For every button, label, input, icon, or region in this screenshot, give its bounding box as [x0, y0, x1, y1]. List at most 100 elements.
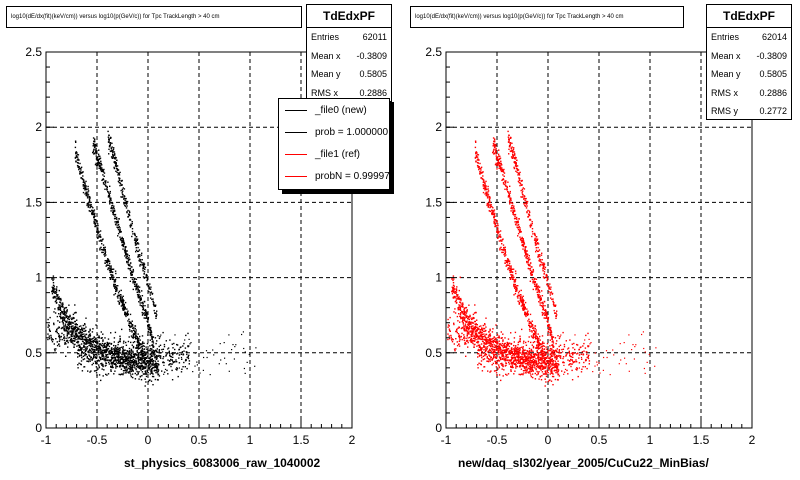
scatter-point [86, 188, 88, 191]
scatter-point [76, 164, 79, 167]
scatter-point [502, 347, 504, 349]
scatter-point [146, 342, 149, 345]
scatter-point [117, 235, 119, 237]
scatter-point [99, 348, 102, 350]
scatter-point [465, 316, 468, 319]
scatter-point [98, 335, 100, 337]
scatter-point [528, 356, 531, 358]
scatter-point [109, 185, 111, 187]
scatter-point [140, 379, 143, 381]
scatter-point [118, 295, 120, 297]
scatter-point [498, 348, 500, 350]
y-tick-label: 1.5 [25, 195, 42, 209]
scatter-point [83, 184, 86, 187]
scatter-point [121, 236, 123, 239]
scatter-point [70, 323, 72, 325]
scatter-point [114, 331, 117, 334]
scatter-point [102, 339, 104, 341]
scatter-point [64, 327, 66, 329]
scatter-point [577, 375, 579, 378]
scatter-point [477, 158, 479, 160]
scatter-point [243, 347, 245, 350]
scatter-point [527, 340, 530, 343]
scatter-point [508, 361, 510, 364]
scatter-point [88, 340, 90, 342]
scatter-point [142, 353, 145, 355]
scatter-point [118, 356, 120, 359]
scatter-point [84, 186, 86, 188]
scatter-point [62, 303, 64, 305]
scatter-point [67, 331, 70, 333]
scatter-point [98, 374, 101, 376]
scatter-point [121, 184, 123, 186]
scatter-point [136, 374, 138, 376]
scatter-point [548, 360, 550, 362]
scatter-point [456, 344, 459, 347]
scatter-point [129, 359, 132, 362]
scatter-point [143, 345, 145, 347]
scatter-point [155, 317, 157, 319]
scatter-point [131, 369, 134, 372]
scatter-point [587, 332, 589, 335]
scatter-point [139, 359, 142, 361]
scatter-point [473, 327, 476, 329]
scatter-point [77, 154, 80, 156]
scatter-point [156, 348, 158, 350]
scatter-point [127, 340, 130, 343]
scatter-point [128, 268, 130, 270]
scatter-point [455, 299, 457, 302]
scatter-point [139, 347, 141, 349]
scatter-point [106, 185, 108, 188]
scatter-point [528, 350, 531, 353]
scatter-point [123, 360, 125, 362]
scatter-point [77, 349, 79, 351]
scatter-point [484, 183, 486, 185]
scatter-point [133, 283, 136, 285]
scatter-point [547, 371, 549, 374]
scatter-point [121, 346, 123, 348]
scatter-point [154, 337, 157, 339]
scatter-point [509, 359, 511, 361]
scatter-point [64, 328, 66, 330]
scatter-point [145, 367, 147, 369]
scatter-point [77, 342, 79, 344]
scatter-point [498, 240, 501, 242]
scatter-point [463, 318, 465, 321]
scatter-point [120, 299, 122, 301]
scatter-point [465, 312, 468, 314]
scatter-point [143, 348, 145, 351]
scatter-point [137, 289, 140, 291]
scatter-point [141, 361, 143, 363]
scatter-point [459, 301, 462, 303]
scatter-point [84, 350, 87, 353]
scatter-point [119, 227, 121, 229]
scatter-point [144, 370, 147, 372]
scatter-point [476, 319, 478, 321]
scatter-point [519, 360, 521, 362]
scatter-point [66, 320, 68, 322]
scatter-point [156, 340, 158, 342]
scatter-point [494, 351, 496, 353]
scatter-point [465, 307, 467, 309]
scatter-point [491, 338, 494, 340]
scatter-point [66, 310, 68, 313]
scatter-point [139, 299, 141, 302]
scatter-point [517, 300, 519, 302]
scatter-point [146, 369, 148, 371]
scatter-point [94, 225, 97, 228]
scatter-point [478, 345, 480, 347]
scatter-point [134, 356, 136, 358]
scatter-point [496, 333, 499, 336]
scatter-point [125, 357, 127, 359]
scatter-point [89, 342, 91, 344]
scatter-point [136, 239, 138, 241]
scatter-point [460, 312, 462, 314]
scatter-point [109, 136, 112, 139]
scatter-point [178, 362, 181, 364]
scatter-point [540, 379, 543, 381]
scatter-point [132, 350, 134, 352]
scatter-point [492, 328, 494, 330]
scatter-point [545, 373, 548, 375]
scatter-point [109, 353, 112, 355]
scatter-point [478, 338, 481, 340]
